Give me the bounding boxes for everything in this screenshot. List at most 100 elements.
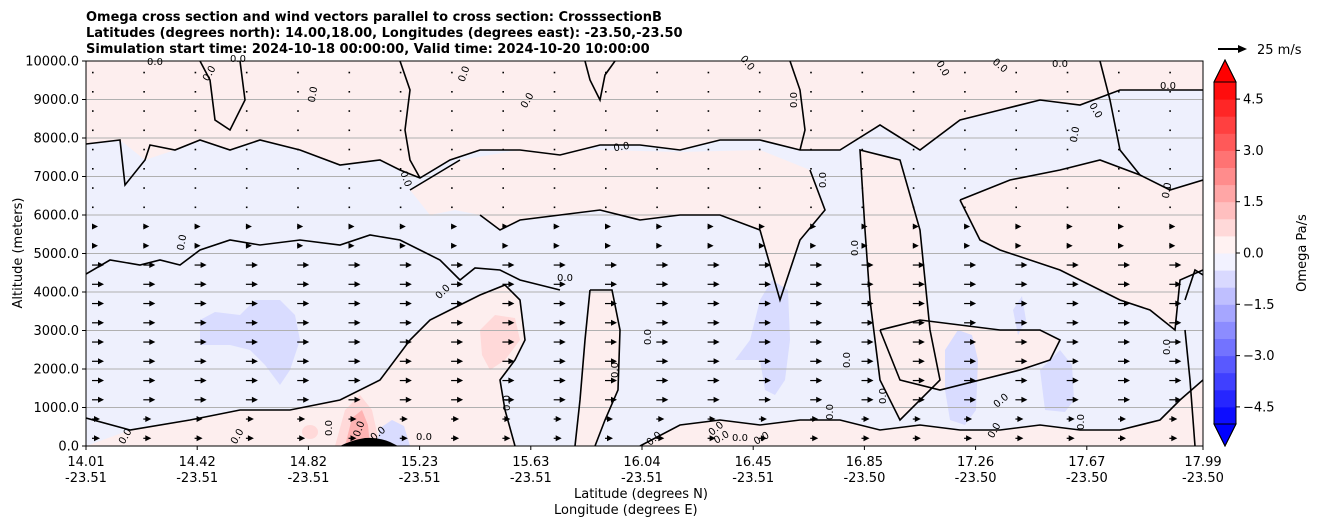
wind-vector-dot: [348, 148, 351, 151]
wind-vector-dot: [245, 110, 248, 112]
wind-vector-head: [200, 281, 207, 288]
wind-vector-head: [303, 377, 310, 384]
wind-vector-dot: [810, 168, 812, 170]
wind-vector-head: [508, 300, 515, 307]
wind-vector-head: [553, 242, 560, 249]
x-tick-label-lat: 15.63: [512, 455, 549, 470]
wind-vector-dot: [399, 148, 402, 151]
wind-vector-head: [98, 339, 104, 346]
wind-vector-dot: [1066, 206, 1069, 209]
wind-vector-head: [401, 435, 408, 442]
wind-vector-head: [1068, 416, 1075, 423]
wind-vector-head: [399, 223, 406, 230]
wind-vector-dot: [912, 91, 915, 93]
contour-label: 0.0: [825, 404, 836, 420]
contour-label: 0.0: [352, 420, 368, 439]
wind-vector-head: [1175, 377, 1182, 384]
wind-vector-dot: [451, 91, 453, 93]
wind-vector-head: [656, 242, 663, 249]
wind-vector-dot: [1015, 129, 1017, 132]
wind-vector-head: [810, 242, 817, 249]
wind-vector-dot: [451, 187, 453, 189]
wind-vector-head: [662, 262, 669, 269]
wind-vector-dot: [502, 129, 504, 132]
wind-vector-dot: [348, 187, 351, 189]
wind-vectors: [92, 71, 1182, 442]
wind-vector-head: [553, 223, 560, 230]
wind-vector-dot: [605, 129, 607, 132]
wind-vector-head: [508, 339, 515, 346]
wind-vector-head: [764, 281, 771, 288]
wind-vector-head: [764, 377, 771, 384]
wind-vector-head: [149, 262, 156, 269]
wind-vector-head: [1072, 319, 1079, 326]
wind-vector-head: [1072, 358, 1079, 365]
wind-vector-dot: [758, 187, 761, 189]
zero-contour-line: [86, 89, 1203, 188]
wind-vector-head: [764, 339, 771, 346]
wind-vector-head: [760, 416, 767, 423]
wind-vector-head: [299, 416, 306, 423]
wind-vector-dot: [1015, 187, 1017, 189]
y-tick-label: 0.0: [58, 440, 79, 455]
wind-vector-dot: [143, 91, 145, 93]
wind-vector-head: [918, 281, 925, 288]
wind-vector-head: [713, 377, 720, 384]
wind-vector-head: [251, 300, 258, 307]
wind-vector-head: [354, 358, 361, 365]
wind-vector-dot: [92, 206, 94, 209]
wind-vector-dot: [143, 110, 145, 112]
wind-vector-head: [1175, 358, 1182, 365]
wind-vector-head: [760, 435, 767, 442]
quiver-key-label: 25 m/s: [1257, 43, 1302, 58]
x-tick-label-lon: -23.51: [65, 471, 107, 486]
x-tick-label-lat: 15.23: [401, 455, 438, 470]
wind-vector-head: [1072, 300, 1079, 307]
wind-vector-dot: [502, 168, 504, 170]
wind-vector-head: [405, 358, 412, 365]
wind-vector-head: [354, 281, 361, 288]
wind-vector-dot: [1118, 91, 1120, 93]
colorbar-tick-label: 3.0: [1243, 144, 1264, 159]
wind-vector-dot: [143, 71, 145, 74]
zero-contour-line: [584, 61, 616, 103]
wind-vector-head: [251, 281, 258, 288]
wind-vector-head: [508, 281, 515, 288]
zero-contour-line: [574, 289, 621, 446]
wind-vector-dot: [656, 110, 658, 112]
wind-vector-head: [92, 223, 98, 230]
x-tick-label-lon: -23.50: [1182, 471, 1224, 486]
y-axis-label: Altitude (meters): [11, 198, 26, 309]
wind-vector-head: [867, 300, 874, 307]
contour-label: 0.0: [147, 57, 163, 68]
wind-vector-head: [303, 300, 310, 307]
wind-vector-head: [1169, 242, 1176, 249]
wind-vector-head: [405, 281, 412, 288]
wind-vector-head: [1072, 377, 1079, 384]
wind-vector-head: [970, 300, 977, 307]
wind-vector-head: [713, 262, 720, 269]
wind-vector-head: [559, 377, 566, 384]
wind-vector-head: [867, 262, 874, 269]
wind-vector-head: [709, 435, 716, 442]
wind-vector-head: [245, 242, 252, 249]
colorbar-band: [1214, 99, 1236, 117]
wind-vector-head: [1072, 339, 1079, 346]
colorbar-band: [1214, 355, 1236, 374]
wind-vector-head: [966, 435, 973, 442]
wind-vector-head: [1015, 242, 1022, 249]
wind-vector-dot: [348, 129, 351, 132]
contour-label: 0.0: [457, 65, 473, 84]
wind-vector-dot: [297, 110, 299, 112]
wind-vector-head: [1124, 281, 1130, 288]
wind-vector-head: [504, 435, 511, 442]
wind-vector-dot: [912, 71, 915, 74]
wind-vector-head: [867, 377, 874, 384]
wind-vector-head: [1072, 281, 1079, 288]
wind-vector-dot: [758, 168, 761, 170]
wind-vector-head: [970, 396, 977, 403]
negative-patch: [376, 420, 410, 446]
wind-vector-dot: [964, 148, 966, 151]
wind-vector-head: [605, 223, 611, 230]
wind-vector-dot: [707, 110, 710, 112]
